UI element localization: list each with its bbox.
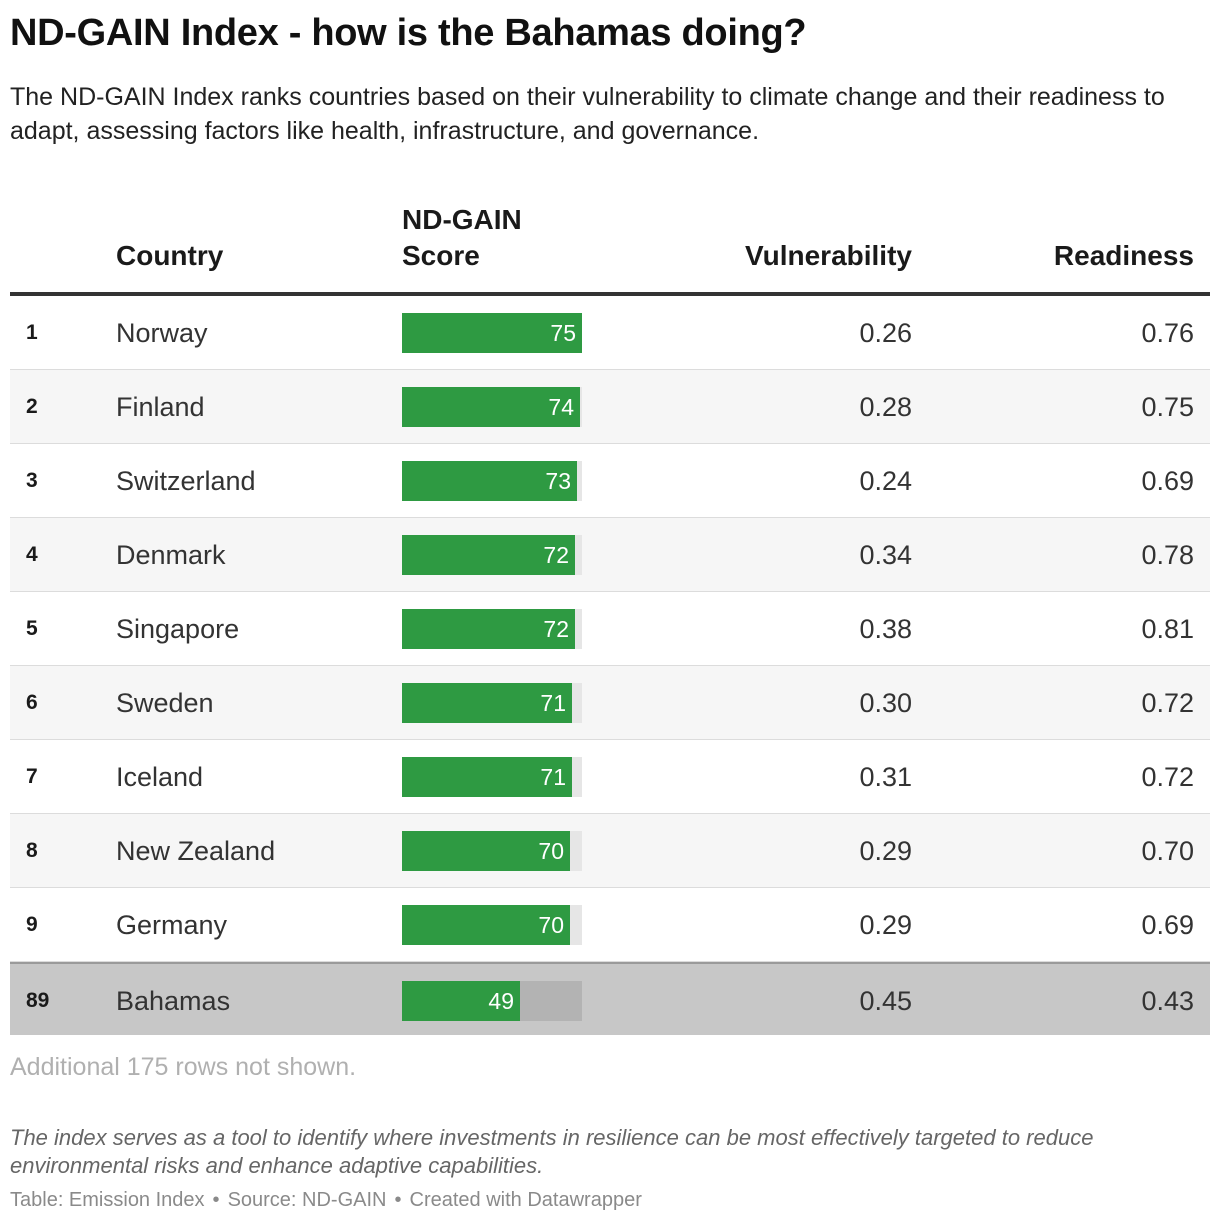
- score-bar-track: 72: [402, 609, 582, 649]
- rank-cell: 89: [26, 989, 50, 1012]
- rank-cell: 3: [26, 469, 38, 492]
- score-bar-track: 73: [402, 461, 582, 501]
- footer: Table: Emission Index • Source: ND-GAIN • Cr…: [10, 1189, 642, 1212]
- country-cell: Sweden: [116, 688, 214, 718]
- readiness-cell: 0.43: [1141, 986, 1194, 1016]
- table-header: Country ND-GAIN Score Vulnerability Read…: [10, 196, 1210, 296]
- column-header-score[interactable]: ND-GAIN Score: [402, 204, 522, 271]
- score-bar-track: 71: [402, 757, 582, 797]
- score-bar: 75: [402, 313, 582, 353]
- score-bar-track: 70: [402, 831, 582, 871]
- score-bar-track: 70: [402, 905, 582, 945]
- footer-table-credit: Table: Emission Index: [10, 1189, 205, 1211]
- vulnerability-cell: 0.29: [859, 836, 912, 866]
- vulnerability-cell: 0.45: [859, 986, 912, 1016]
- country-cell: Switzerland: [116, 466, 256, 496]
- vulnerability-cell: 0.28: [859, 392, 912, 422]
- vulnerability-cell: 0.34: [859, 540, 912, 570]
- readiness-cell: 0.72: [1141, 762, 1194, 792]
- table-row: 1 Norway 75 0.26 0.76: [10, 296, 1210, 370]
- score-value-label: 75: [550, 320, 576, 346]
- readiness-cell: 0.69: [1141, 910, 1194, 940]
- vulnerability-cell: 0.26: [859, 318, 912, 348]
- score-bar-track: 49: [402, 981, 582, 1021]
- score-bar: 72: [402, 609, 575, 649]
- rank-cell: 8: [26, 839, 38, 862]
- vulnerability-cell: 0.31: [859, 762, 912, 792]
- table-row: 6 Sweden 71 0.30 0.72: [10, 666, 1210, 740]
- more-rows-note: Additional 175 rows not shown.: [10, 1053, 357, 1081]
- readiness-cell: 0.69: [1141, 466, 1194, 496]
- table-row: 2 Finland 74 0.28 0.75: [10, 370, 1210, 444]
- column-header-vulnerability[interactable]: Vulnerability: [744, 240, 912, 271]
- table-row-highlighted: 89 Bahamas 49 0.45 0.43: [10, 962, 1210, 1035]
- score-bar: 49: [402, 981, 520, 1021]
- readiness-cell: 0.78: [1141, 540, 1194, 570]
- score-bar: 74: [402, 387, 580, 427]
- score-bar: 71: [402, 757, 572, 797]
- readiness-cell: 0.72: [1141, 688, 1194, 718]
- score-value-label: 72: [543, 542, 569, 568]
- table-body: 1 Norway 75 0.26 0.76 2 Finland 74 0.28 0.75 3 Swit…: [10, 296, 1210, 1035]
- score-bar-track: 71: [402, 683, 582, 723]
- score-value-label: 70: [538, 912, 564, 938]
- score-value-label: 70: [538, 838, 564, 864]
- score-bar: 72: [402, 535, 575, 575]
- footnote: The index serves as a tool to identify w…: [10, 1125, 1094, 1178]
- footer-source: Source: ND-GAIN: [227, 1189, 387, 1211]
- footer-datawrapper-credit: Created with Datawrapper: [409, 1189, 642, 1211]
- score-bar-track: 72: [402, 535, 582, 575]
- score-value-label: 73: [545, 468, 571, 494]
- vulnerability-cell: 0.24: [859, 466, 912, 496]
- vulnerability-cell: 0.29: [859, 910, 912, 940]
- score-bar: 70: [402, 905, 570, 945]
- chart-subtitle: The ND-GAIN Index ranks countries based …: [10, 83, 1165, 145]
- country-cell: New Zealand: [116, 836, 276, 866]
- vulnerability-cell: 0.38: [859, 614, 912, 644]
- score-bar-track: 75: [402, 313, 582, 353]
- chart-title: ND-GAIN Index - how is the Bahamas doing…: [10, 12, 807, 54]
- rank-cell: 5: [26, 617, 38, 640]
- country-cell: Finland: [116, 392, 205, 422]
- rank-cell: 1: [26, 321, 38, 344]
- country-cell: Denmark: [116, 540, 226, 570]
- score-value-label: 71: [540, 764, 566, 790]
- rank-cell: 6: [26, 691, 38, 714]
- score-value-label: 71: [540, 690, 566, 716]
- rank-cell: 7: [26, 765, 38, 788]
- rank-cell: 4: [26, 543, 38, 566]
- score-value-label: 72: [543, 616, 569, 642]
- score-bar-track: 74: [402, 387, 582, 427]
- footer-separator: •: [394, 1189, 402, 1211]
- column-header-country[interactable]: Country: [116, 240, 224, 271]
- rank-cell: 9: [26, 913, 38, 936]
- country-cell: Iceland: [116, 762, 204, 792]
- table-row: 4 Denmark 72 0.34 0.78: [10, 518, 1210, 592]
- readiness-cell: 0.76: [1141, 318, 1194, 348]
- vulnerability-cell: 0.30: [859, 688, 912, 718]
- score-value-label: 74: [548, 394, 574, 420]
- table-row: 8 New Zealand 70 0.29 0.70: [10, 814, 1210, 888]
- score-bar: 71: [402, 683, 572, 723]
- footer-separator: •: [212, 1189, 220, 1211]
- country-cell: Norway: [116, 318, 208, 348]
- table-row: 7 Iceland 71 0.31 0.72: [10, 740, 1210, 814]
- column-header-readiness[interactable]: Readiness: [1053, 240, 1194, 271]
- country-cell: Bahamas: [116, 986, 231, 1016]
- readiness-cell: 0.70: [1141, 836, 1194, 866]
- readiness-cell: 0.75: [1141, 392, 1194, 422]
- score-bar: 73: [402, 461, 577, 501]
- score-value-label: 49: [488, 988, 514, 1014]
- table-row: 5 Singapore 72 0.38 0.81: [10, 592, 1210, 666]
- rank-cell: 2: [26, 395, 38, 418]
- score-bar: 70: [402, 831, 570, 871]
- country-cell: Singapore: [116, 614, 240, 644]
- readiness-cell: 0.81: [1141, 614, 1194, 644]
- country-cell: Germany: [116, 910, 228, 940]
- table-row: 3 Switzerland 73 0.24 0.69: [10, 444, 1210, 518]
- table-row: 9 Germany 70 0.29 0.69: [10, 888, 1210, 962]
